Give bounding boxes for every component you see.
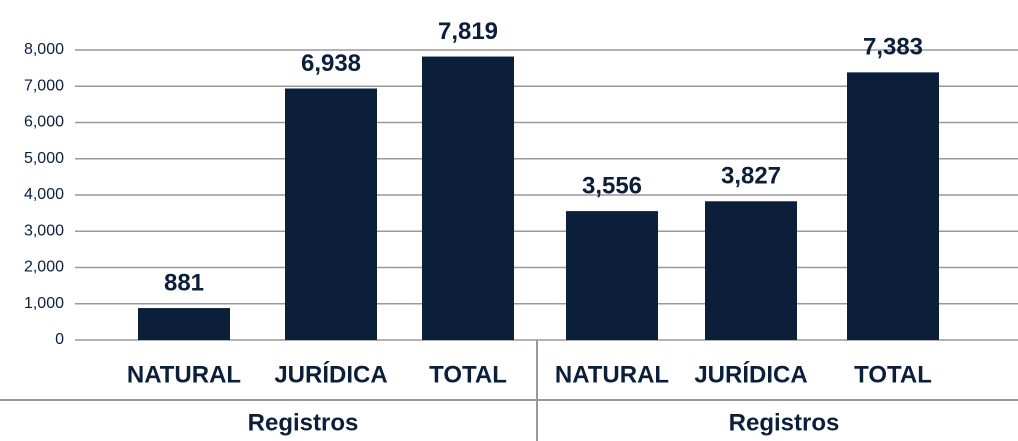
value-label: 7,819: [438, 18, 498, 45]
bar: [847, 72, 939, 341]
bar: [138, 308, 230, 340]
y-tick-label: 6,000: [24, 114, 64, 131]
value-label: 6,938: [301, 50, 361, 77]
y-tick-label: 2,000: [24, 259, 64, 276]
value-label: 3,556: [582, 172, 642, 199]
y-tick-label: 0: [55, 331, 64, 348]
x-tick-label: TOTAL: [854, 361, 932, 388]
x-tick-label: JURÍDICA: [694, 360, 807, 388]
group-label: Registros: [729, 409, 840, 436]
x-tick-label: NATURAL: [127, 361, 241, 388]
y-tick-label: 8,000: [24, 41, 64, 58]
value-label: 881: [164, 269, 204, 296]
bar: [566, 211, 658, 340]
bar: [285, 88, 377, 340]
x-tick-label: JURÍDICA: [274, 360, 387, 388]
y-tick-label: 1,000: [24, 295, 64, 312]
value-label: 7,383: [863, 34, 923, 61]
x-tick-label: NATURAL: [555, 361, 669, 388]
x-tick-label: TOTAL: [429, 361, 507, 388]
bar: [705, 201, 797, 340]
group-label: Registros: [248, 409, 359, 436]
value-label: 3,827: [721, 163, 781, 190]
bar: [422, 56, 514, 340]
y-tick-label: 7,000: [24, 77, 64, 94]
y-tick-label: 3,000: [24, 222, 64, 239]
y-tick-label: 4,000: [24, 186, 64, 203]
y-tick-label: 5,000: [24, 150, 64, 167]
